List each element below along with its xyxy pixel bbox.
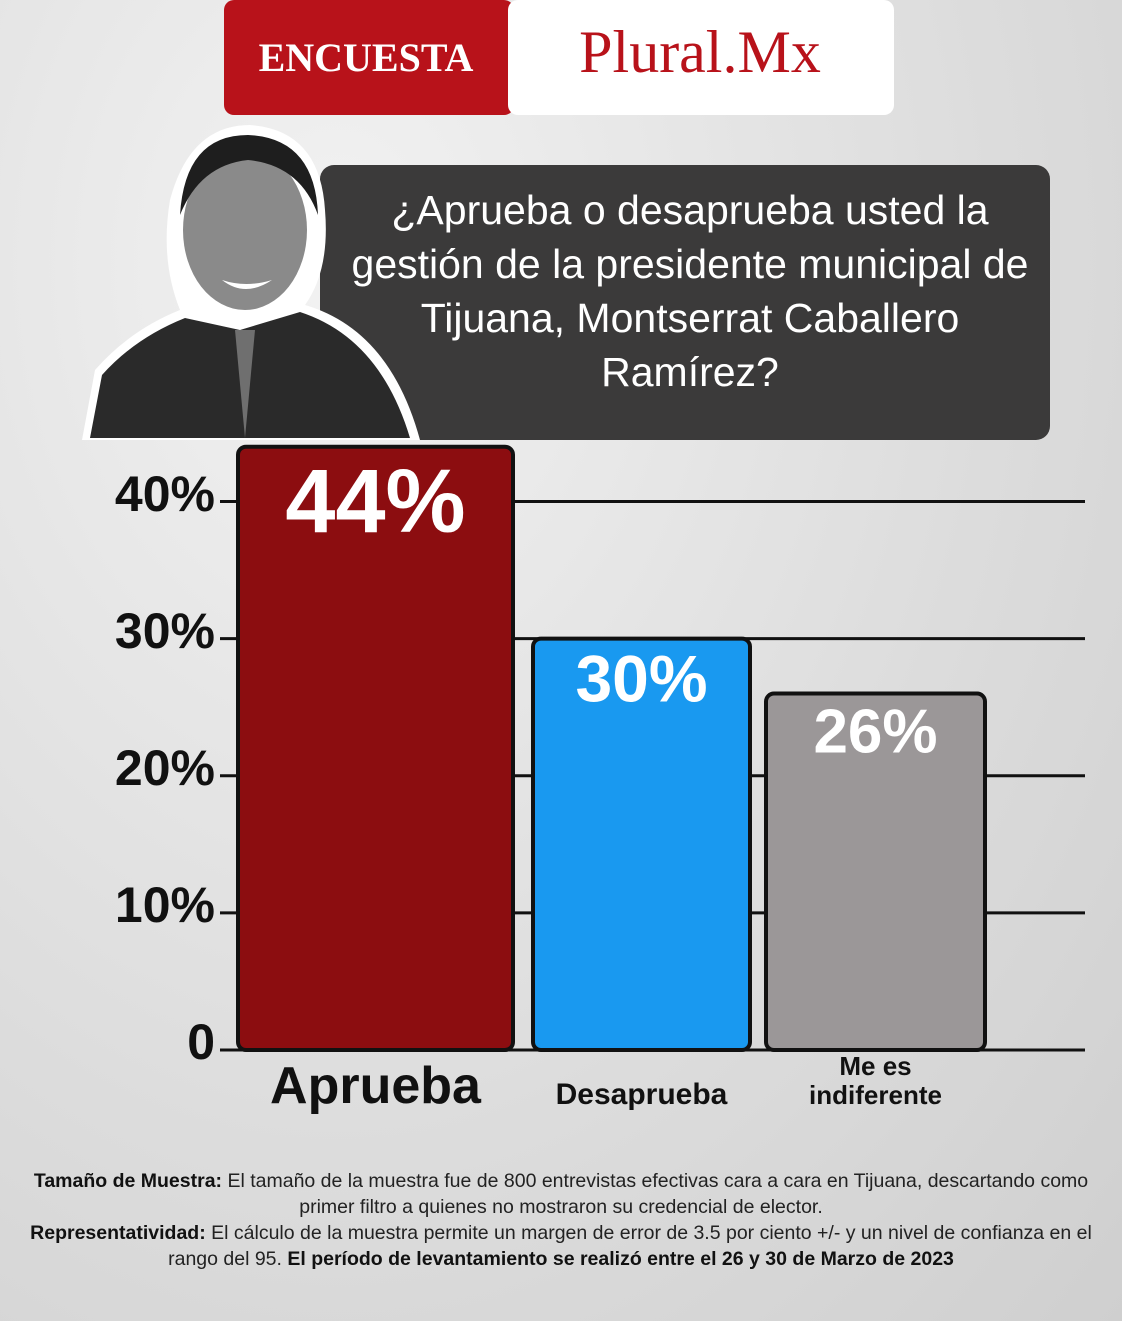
brand-box: [508, 0, 894, 115]
badge-box: [224, 0, 514, 115]
bar: [764, 691, 987, 1052]
x-tick-label: Desaprueba: [555, 1078, 728, 1111]
bar: [236, 444, 515, 1052]
portrait: [82, 125, 420, 440]
bar: [531, 636, 752, 1053]
value-label: 30%: [575, 641, 707, 715]
footnote-label: Representatividad:: [30, 1222, 206, 1244]
x-tick-label: Aprueba: [270, 1057, 481, 1115]
footnote: Tamaño de Muestra: El tamaño de la muest…: [20, 1168, 1102, 1220]
badge: ENCUESTA: [259, 35, 474, 80]
footnote-emphasis: El período de levantamiento se realizó e…: [287, 1248, 954, 1270]
footnote: Representatividad: El cálculo de la mues…: [20, 1220, 1102, 1272]
question: ¿Aprueba o desaprueba usted la gestión d…: [351, 187, 1029, 395]
y-tick-label: 40%: [115, 466, 215, 522]
footnote-text: El tamaño de la muestra fue de 800 entre…: [227, 1170, 1089, 1218]
footnote-label: Tamaño de Muestra:: [33, 1170, 223, 1192]
value-label: 44%: [285, 452, 465, 552]
y-tick-label: 10%: [115, 877, 215, 933]
question-box: [320, 165, 1050, 440]
y-tick-label: 0: [187, 1014, 215, 1070]
y-tick-label: 30%: [115, 603, 215, 659]
y-tick-label: 20%: [115, 740, 215, 796]
footnotes: Tamaño de Muestra: El tamaño de la muest…: [20, 1168, 1102, 1272]
footnote-text: El cálculo de la muestra permite un marg…: [168, 1222, 1092, 1270]
value-label: 26%: [813, 697, 937, 766]
brand: Plural.Mx: [579, 19, 821, 85]
x-tick-label: Me es indiferente: [809, 1051, 942, 1110]
